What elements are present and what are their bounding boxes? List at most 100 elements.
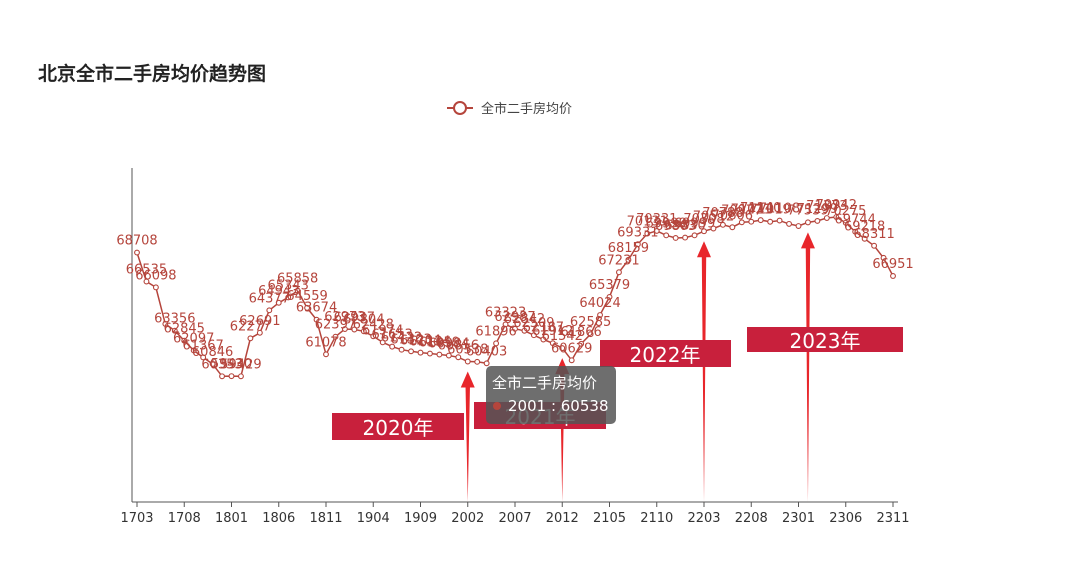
data-point-2105[interactable] <box>606 293 613 300</box>
data-point-1707[interactable] <box>171 327 178 334</box>
data-point-1910[interactable] <box>427 350 433 357</box>
data-point-1904[interactable] <box>370 333 377 340</box>
data-point-1909[interactable] <box>417 349 424 356</box>
legend[interactable]: 全市二手房均价 <box>447 101 572 117</box>
data-point-2307[interactable] <box>852 228 859 235</box>
data-point-2108[interactable] <box>634 241 641 248</box>
data-point-2302[interactable] <box>804 219 811 226</box>
data-point-2112[interactable] <box>672 235 679 241</box>
data-point-2103[interactable] <box>587 331 594 338</box>
data-point-1908[interactable] <box>408 348 414 355</box>
data-point-1809[interactable] <box>304 304 311 311</box>
data-point-1805[interactable] <box>266 307 273 314</box>
data-point-2304[interactable] <box>823 215 830 221</box>
data-point-1903[interactable] <box>360 328 367 335</box>
data-point-1804[interactable] <box>256 329 263 336</box>
data-point-2201[interactable] <box>682 234 689 241</box>
data-point-1709[interactable] <box>190 347 197 354</box>
data-label-1801: 59430 <box>211 357 252 372</box>
data-point-1802[interactable] <box>238 373 244 380</box>
data-point-2010[interactable] <box>540 336 547 343</box>
data-label-2304: 71373 <box>806 199 847 214</box>
data-point-1704[interactable] <box>143 278 150 285</box>
data-label-2204: 70512 <box>693 210 734 225</box>
data-point-2210[interactable] <box>767 218 774 225</box>
data-point-1811[interactable] <box>323 351 329 358</box>
data-point-2205[interactable] <box>719 221 726 228</box>
data-point-1808[interactable] <box>294 287 301 294</box>
data-point-2011[interactable] <box>549 340 556 347</box>
data-point-2101[interactable] <box>568 357 575 364</box>
data-point-2209[interactable] <box>757 217 764 224</box>
data-point-2003[interactable] <box>474 358 481 365</box>
data-point-2202[interactable] <box>691 232 698 239</box>
data-point-1708[interactable] <box>181 337 188 344</box>
x-tick-label-2311: 2311 <box>876 511 909 526</box>
data-point-2311[interactable] <box>890 273 896 279</box>
data-point-2109[interactable] <box>644 230 651 237</box>
data-point-2006[interactable] <box>502 321 509 328</box>
data-point-1705[interactable] <box>152 284 159 291</box>
data-point-1906[interactable] <box>389 343 396 350</box>
data-point-2208[interactable] <box>748 218 755 225</box>
x-tick-label-1703: 1703 <box>120 511 153 526</box>
data-point-2004[interactable] <box>483 360 490 367</box>
data-point-2008[interactable] <box>521 327 528 334</box>
data-point-1711[interactable] <box>209 361 216 367</box>
data-point-1801[interactable] <box>228 373 235 380</box>
data-label-2007: 62987 <box>494 310 535 325</box>
data-point-1710[interactable] <box>200 354 207 361</box>
data-point-2102[interactable] <box>578 340 585 347</box>
data-point-2107[interactable] <box>625 256 632 263</box>
annotation-arrow-4 <box>800 232 815 503</box>
data-point-2005[interactable] <box>493 340 500 347</box>
data-label-2011: 61912 <box>532 324 573 339</box>
data-point-2204[interactable] <box>710 225 717 232</box>
data-point-2306[interactable] <box>842 219 849 226</box>
data-point-1810[interactable] <box>313 316 320 323</box>
data-point-1803[interactable] <box>247 335 254 342</box>
data-point-2106[interactable] <box>615 269 622 276</box>
x-tick-label-2208: 2208 <box>735 511 768 526</box>
data-point-2009[interactable] <box>530 332 537 339</box>
data-point-2104[interactable] <box>597 312 603 318</box>
data-label-1907: 61422 <box>381 331 422 346</box>
data-point-1703[interactable] <box>134 249 140 256</box>
data-point-2301[interactable] <box>795 223 802 229</box>
data-label-2008: 62842 <box>504 312 545 327</box>
data-label-1903: 62804 <box>343 312 384 327</box>
data-point-2309[interactable] <box>871 242 878 249</box>
data-point-1807[interactable] <box>285 294 292 301</box>
data-point-2002[interactable] <box>464 358 471 365</box>
data-point-2111[interactable] <box>663 232 670 239</box>
data-label-2006: 63323 <box>485 305 526 320</box>
data-point-1706[interactable] <box>162 320 169 327</box>
data-point-1812[interactable] <box>332 333 339 340</box>
data-point-2001[interactable] <box>455 354 462 361</box>
data-point-2012[interactable] <box>559 345 566 352</box>
data-point-1905[interactable] <box>379 339 386 346</box>
data-point-1912[interactable] <box>445 352 452 359</box>
data-point-2206[interactable] <box>729 224 736 231</box>
data-point-1902[interactable] <box>351 326 358 333</box>
data-point-1712[interactable] <box>219 373 226 380</box>
data-point-2203[interactable] <box>701 228 707 235</box>
data-point-1806[interactable] <box>275 299 282 306</box>
data-point-2207[interactable] <box>738 219 745 226</box>
data-label-2103: 62585 <box>570 315 611 330</box>
data-label-1703: 68708 <box>116 234 157 249</box>
data-point-2303[interactable] <box>814 217 821 224</box>
data-point-2110[interactable] <box>653 227 660 234</box>
data-point-1901[interactable] <box>341 326 348 332</box>
data-point-2305[interactable] <box>833 214 840 220</box>
data-point-1907[interactable] <box>398 346 405 353</box>
data-point-2308[interactable] <box>861 235 868 242</box>
data-point-2211[interactable] <box>776 217 783 224</box>
data-point-2212[interactable] <box>786 220 792 227</box>
series-layer <box>134 214 896 380</box>
data-point-2007[interactable] <box>512 325 518 332</box>
x-tick-label-2110: 2110 <box>640 511 673 526</box>
data-point-1911[interactable] <box>436 351 443 358</box>
data-label-1906: 61653 <box>371 328 412 343</box>
data-point-2310[interactable] <box>880 254 887 261</box>
